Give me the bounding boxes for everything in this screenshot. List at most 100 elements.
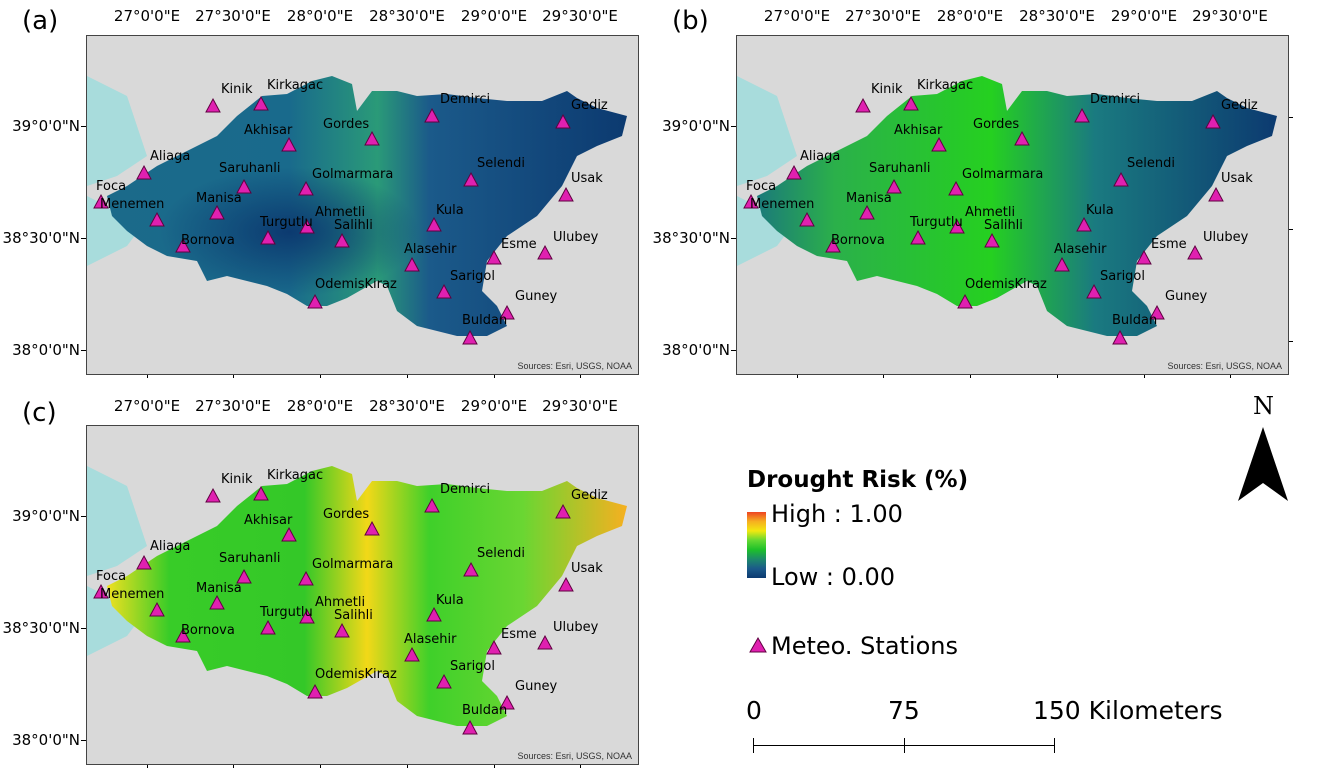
longitude-tick <box>233 373 234 378</box>
station-marker[interactable] <box>404 256 420 272</box>
longitude-tick <box>147 763 148 768</box>
station-marker[interactable] <box>1076 216 1092 232</box>
station-marker[interactable] <box>499 304 515 320</box>
station-marker[interactable] <box>1149 304 1165 320</box>
station-marker[interactable] <box>424 497 440 513</box>
station-marker[interactable] <box>253 95 269 111</box>
station-marker[interactable] <box>364 130 380 146</box>
station-marker[interactable] <box>555 113 571 129</box>
station-marker[interactable] <box>1014 130 1030 146</box>
station-marker[interactable] <box>886 178 902 194</box>
station-label: Manisa <box>196 581 242 596</box>
station-marker[interactable] <box>537 244 553 260</box>
station-marker[interactable] <box>555 503 571 519</box>
station-marker[interactable] <box>426 606 442 622</box>
station-marker[interactable] <box>948 180 964 196</box>
latitude-label: 38°0'0"N <box>12 731 80 749</box>
latitude-tick <box>81 628 86 629</box>
station-marker[interactable] <box>486 249 502 265</box>
station-marker[interactable] <box>1074 107 1090 123</box>
station-marker[interactable] <box>149 601 165 617</box>
station-marker[interactable] <box>463 561 479 577</box>
station-marker[interactable] <box>949 218 965 234</box>
station-marker[interactable] <box>1112 329 1128 345</box>
panel-a-map[interactable]: Kinik Kirkagac Demirci Gediz Akhisar Gordes Al… <box>86 35 639 375</box>
station-marker[interactable] <box>799 211 815 227</box>
station-marker[interactable] <box>426 216 442 232</box>
station-marker[interactable] <box>436 283 452 299</box>
station-marker[interactable] <box>825 237 841 253</box>
station-label: Demirci <box>1090 92 1140 107</box>
station-marker[interactable] <box>1113 171 1129 187</box>
station-marker[interactable] <box>93 193 109 209</box>
station-marker[interactable] <box>1205 113 1221 129</box>
station-marker[interactable] <box>334 622 350 638</box>
station-marker[interactable] <box>236 178 252 194</box>
station-marker[interactable] <box>436 673 452 689</box>
latitude-label: 38°30'0"N <box>2 619 80 637</box>
station-marker[interactable] <box>786 164 802 180</box>
station-marker[interactable] <box>209 594 225 610</box>
station-marker[interactable] <box>281 136 297 152</box>
station-marker[interactable] <box>903 95 919 111</box>
station-label: Ulubey <box>1203 230 1249 245</box>
station-marker[interactable] <box>404 646 420 662</box>
station-marker[interactable] <box>205 97 221 113</box>
station-label: Manisa <box>196 191 242 206</box>
station-marker[interactable] <box>1187 244 1203 260</box>
station-marker[interactable] <box>281 526 297 542</box>
station-marker[interactable] <box>1136 249 1152 265</box>
scale-label-150: 150 Kilometers <box>1033 696 1223 725</box>
legend-title: Drought Risk (%) <box>747 467 969 493</box>
station-marker[interactable] <box>463 171 479 187</box>
station-marker[interactable] <box>859 204 875 220</box>
station-marker[interactable] <box>462 329 478 345</box>
station-marker[interactable] <box>558 186 574 202</box>
longitude-tick <box>407 763 408 768</box>
station-marker[interactable] <box>260 619 276 635</box>
station-marker[interactable] <box>149 211 165 227</box>
station-marker[interactable] <box>984 232 1000 248</box>
panel-b-map[interactable]: Kinik Kirkagac Demirci Gediz Akhisar Gordes Al… <box>736 35 1289 375</box>
panel-c-map[interactable]: Kinik Kirkagac Demirci Gediz Akhisar Gordes Al… <box>86 425 639 765</box>
station-marker[interactable] <box>499 694 515 710</box>
station-label: Bornova <box>181 623 235 638</box>
station-marker[interactable] <box>205 487 221 503</box>
station-marker[interactable] <box>1208 186 1224 202</box>
station-marker[interactable] <box>537 634 553 650</box>
station-marker[interactable] <box>486 639 502 655</box>
station-marker[interactable] <box>136 554 152 570</box>
station-marker[interactable] <box>558 576 574 592</box>
station-marker[interactable] <box>175 627 191 643</box>
station-marker[interactable] <box>931 136 947 152</box>
station-marker[interactable] <box>910 229 926 245</box>
station-marker[interactable] <box>307 293 323 309</box>
station-marker[interactable] <box>462 719 478 735</box>
station-marker[interactable] <box>175 237 191 253</box>
station-marker[interactable] <box>298 180 314 196</box>
station-marker[interactable] <box>253 485 269 501</box>
station-marker[interactable] <box>743 193 759 209</box>
station-marker[interactable] <box>1086 283 1102 299</box>
station-marker[interactable] <box>424 107 440 123</box>
station-marker[interactable] <box>136 164 152 180</box>
station-marker[interactable] <box>260 229 276 245</box>
latitude-label: 39°0'0"N <box>662 117 730 135</box>
station-label: Gordes <box>973 117 1019 132</box>
station-label: Sarigol <box>1100 269 1145 284</box>
station-label: Salihli <box>984 218 1023 233</box>
station-marker[interactable] <box>1054 256 1070 272</box>
latitude-label: 38°0'0"N <box>12 341 80 359</box>
station-label: Guney <box>515 679 558 694</box>
station-marker[interactable] <box>209 204 225 220</box>
station-marker[interactable] <box>334 232 350 248</box>
station-marker[interactable] <box>364 520 380 536</box>
station-marker[interactable] <box>299 218 315 234</box>
station-marker[interactable] <box>298 570 314 586</box>
station-marker[interactable] <box>236 568 252 584</box>
station-marker[interactable] <box>307 683 323 699</box>
station-marker[interactable] <box>93 583 109 599</box>
station-marker[interactable] <box>855 97 871 113</box>
station-marker[interactable] <box>957 293 973 309</box>
station-marker[interactable] <box>299 608 315 624</box>
